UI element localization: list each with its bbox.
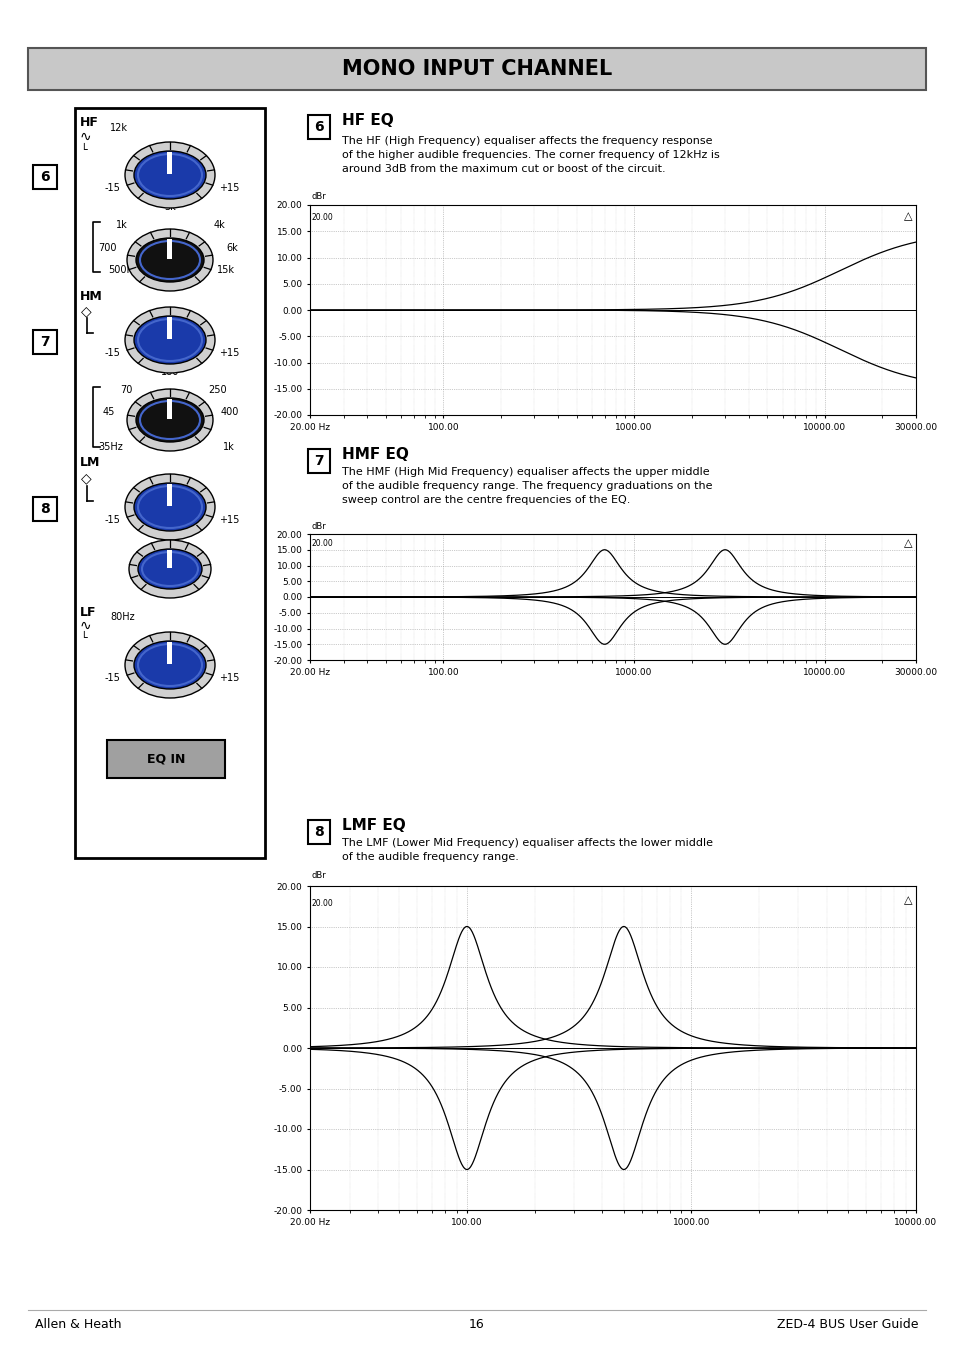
Text: 35Hz: 35Hz	[98, 442, 123, 453]
Text: ZED-4 BUS User Guide: ZED-4 BUS User Guide	[777, 1319, 918, 1332]
Text: 500Hz: 500Hz	[108, 265, 139, 276]
Text: 20.00: 20.00	[311, 898, 333, 908]
Bar	[168, 239, 172, 259]
Text: △: △	[903, 211, 912, 222]
Text: LF: LF	[80, 605, 96, 619]
Bar	[308, 449, 330, 473]
Text: △: △	[903, 538, 912, 547]
Text: The LMF (Lower Mid Frequency) equaliser affects the lower middle: The LMF (Lower Mid Frequency) equaliser …	[341, 838, 712, 848]
Text: of the higher audible frequencies. The corner frequency of 12kHz is: of the higher audible frequencies. The c…	[341, 150, 719, 159]
Bar	[308, 115, 330, 139]
Text: +15: +15	[218, 515, 239, 526]
Ellipse shape	[127, 230, 213, 290]
Text: 7: 7	[40, 335, 50, 349]
Text: ∿: ∿	[80, 619, 91, 634]
Ellipse shape	[125, 632, 214, 698]
Text: 250: 250	[209, 385, 227, 394]
Text: HF: HF	[80, 116, 99, 130]
Ellipse shape	[125, 307, 214, 373]
Text: sweep control are the centre frequencies of the EQ.: sweep control are the centre frequencies…	[341, 494, 630, 505]
Text: dBr: dBr	[311, 192, 326, 201]
Text: HF EQ: HF EQ	[341, 113, 394, 128]
Ellipse shape	[129, 540, 211, 598]
Text: dBr: dBr	[311, 523, 326, 531]
Text: 6k: 6k	[226, 243, 237, 253]
Text: ◇: ◇	[81, 471, 91, 485]
Text: 7: 7	[314, 454, 323, 467]
Text: 3k: 3k	[164, 203, 175, 212]
Text: └: └	[80, 145, 87, 155]
Text: around 3dB from the maximum cut or boost of the circuit.: around 3dB from the maximum cut or boost…	[341, 163, 665, 174]
Text: +15: +15	[218, 349, 239, 358]
Text: 12k: 12k	[110, 123, 128, 132]
Text: 70: 70	[120, 385, 132, 394]
Text: 4k: 4k	[213, 220, 225, 230]
Text: 1k: 1k	[223, 442, 234, 453]
Text: dBr: dBr	[311, 870, 326, 880]
Text: △: △	[903, 896, 912, 905]
Text: 6: 6	[314, 120, 323, 134]
Text: -15: -15	[104, 182, 120, 193]
Bar	[168, 317, 172, 339]
Text: LM: LM	[80, 457, 100, 470]
Bar	[168, 642, 172, 663]
Text: +15: +15	[218, 182, 239, 193]
Ellipse shape	[133, 640, 206, 689]
Text: 16: 16	[469, 1319, 484, 1332]
Text: 20.00: 20.00	[311, 539, 333, 549]
Text: 400: 400	[220, 407, 239, 417]
Bar	[168, 153, 172, 174]
Text: 180: 180	[161, 367, 179, 377]
Bar	[168, 399, 172, 419]
Text: EQ IN: EQ IN	[147, 753, 185, 766]
Text: 45: 45	[103, 407, 115, 417]
Bar	[168, 484, 172, 507]
Bar	[107, 740, 225, 778]
Text: Allen & Heath: Allen & Heath	[35, 1319, 121, 1332]
Ellipse shape	[125, 474, 214, 540]
Ellipse shape	[133, 484, 206, 531]
Text: 80Hz: 80Hz	[110, 612, 134, 621]
Text: 20.00: 20.00	[311, 213, 333, 223]
Text: The HMF (High Mid Frequency) equaliser affects the upper middle: The HMF (High Mid Frequency) equaliser a…	[341, 467, 709, 477]
Text: └: └	[80, 634, 87, 643]
Text: 700: 700	[97, 243, 116, 253]
Text: 6: 6	[40, 170, 50, 184]
Bar	[28, 49, 925, 91]
Text: of the audible frequency range. The frequency graduations on the: of the audible frequency range. The freq…	[341, 481, 712, 490]
Ellipse shape	[125, 142, 214, 208]
Text: +15: +15	[218, 673, 239, 684]
Ellipse shape	[133, 316, 206, 363]
Bar	[75, 108, 265, 858]
Text: 8: 8	[314, 825, 323, 839]
Text: LMF EQ: LMF EQ	[341, 817, 405, 834]
Text: The HF (High Frequency) equaliser affects the frequency response: The HF (High Frequency) equaliser affect…	[341, 136, 712, 146]
Text: 8: 8	[40, 503, 50, 516]
Bar	[168, 550, 172, 567]
Text: ◇: ◇	[81, 304, 91, 317]
Text: 15k: 15k	[216, 265, 234, 276]
Bar	[33, 165, 57, 189]
Bar	[308, 820, 330, 844]
Ellipse shape	[127, 389, 213, 451]
Text: -15: -15	[104, 515, 120, 526]
Ellipse shape	[138, 549, 202, 589]
Ellipse shape	[133, 151, 206, 199]
Text: HMF EQ: HMF EQ	[341, 447, 409, 462]
Bar	[33, 497, 57, 521]
Ellipse shape	[136, 238, 204, 282]
Text: of the audible frequency range.: of the audible frequency range.	[341, 852, 518, 862]
Text: -15: -15	[104, 349, 120, 358]
Text: MONO INPUT CHANNEL: MONO INPUT CHANNEL	[341, 59, 612, 78]
Ellipse shape	[136, 399, 204, 442]
Bar	[33, 330, 57, 354]
Text: 1k: 1k	[116, 220, 128, 230]
Text: -15: -15	[104, 673, 120, 684]
Text: ∿: ∿	[80, 130, 91, 145]
Text: HM: HM	[80, 289, 103, 303]
